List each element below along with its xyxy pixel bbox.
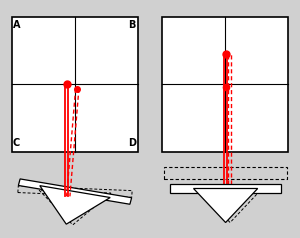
Bar <box>12 17 138 152</box>
Bar <box>170 184 281 193</box>
Polygon shape <box>40 186 110 224</box>
Polygon shape <box>194 188 258 223</box>
Bar <box>162 17 288 152</box>
Bar <box>164 167 287 179</box>
Bar <box>18 186 132 197</box>
Text: A: A <box>13 20 20 30</box>
Text: C: C <box>13 138 20 148</box>
Text: D: D <box>128 138 136 148</box>
Bar <box>18 179 132 204</box>
Text: B: B <box>128 20 136 30</box>
